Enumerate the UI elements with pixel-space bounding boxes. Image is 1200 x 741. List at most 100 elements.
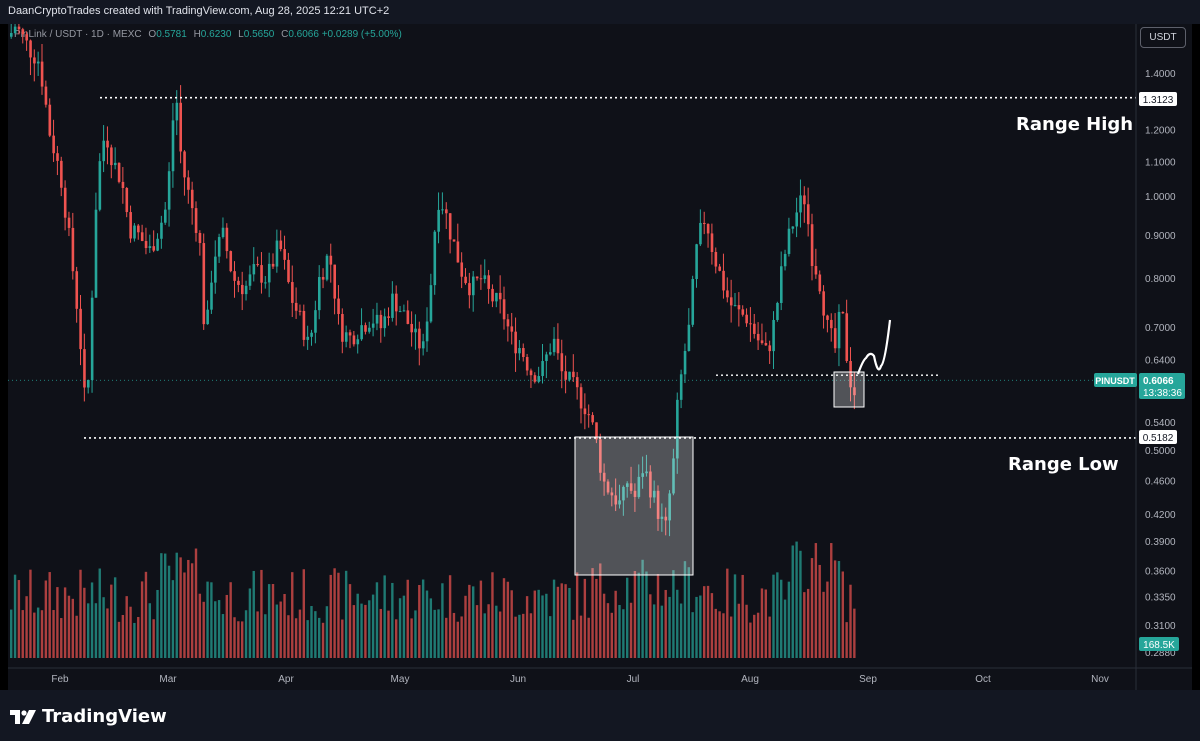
volume-bar [533,590,536,658]
volume-bar [402,595,406,658]
currency-button[interactable]: USDT [1140,27,1186,48]
candle-body [537,376,541,382]
candle-body [602,472,606,482]
y-tick-label: 1.4000 [1145,69,1176,80]
volume-bar [87,603,90,658]
volume-bar [853,608,856,658]
volume-bar [83,587,86,658]
volume-bar [799,550,802,658]
volume-bar [768,616,771,658]
candle-body [741,309,745,315]
candle-body [626,483,629,487]
volume-bar [614,590,617,658]
candle-body [849,361,852,388]
volume-bar [244,610,248,658]
volume-bar [198,593,202,658]
candle-body [94,209,98,298]
candle-body [433,231,437,286]
volume-bar [156,589,159,658]
volume-bar [260,569,263,658]
candle-body [483,275,487,280]
candle-body [464,276,467,284]
volume-bar [214,601,217,658]
volume-bar [695,596,698,658]
chart-svg[interactable]: Range High Range Low 1.40001.20001.10001… [8,24,1192,690]
candle-body [160,222,163,239]
candle-body [368,327,371,332]
candle-body [706,224,710,234]
candle-body [749,323,752,325]
y-tick-label: 0.3600 [1145,566,1176,577]
volume-bar [660,605,664,658]
candle-body [806,204,810,225]
volume-bar [810,558,814,658]
x-tick-label: Jul [627,674,640,685]
volume-bar [140,581,144,658]
volume-bar [498,611,502,658]
x-tick-label: Oct [975,674,991,685]
volume-bar [514,616,517,658]
chart-pane[interactable]: PinLink / USDT · 1D · MEXC O0.5781 H0.62… [8,24,1192,690]
volume-bar [760,588,764,658]
volume-bar [167,565,171,658]
volume-bar [479,580,483,658]
candle-body [791,226,795,229]
candle-body [348,332,352,336]
candle-body [676,399,679,459]
candle-body [36,61,40,64]
volume-bar [368,600,371,658]
volume-bar [106,608,109,658]
legend-symbol: PinLink / USDT · 1D · MEXC [14,29,142,40]
last-price-text: 0.6066 [1143,376,1174,387]
volume-bar [764,589,767,658]
volume-bar [448,575,452,658]
candle-body [564,371,567,380]
volume-bar [318,617,321,658]
candle-body [164,209,167,223]
candle-body [229,251,233,272]
volume-bar [144,571,148,658]
candle-body [583,408,587,415]
candle-body [60,160,63,188]
candle-body [502,299,506,320]
candle-body [152,246,156,251]
candle-body [321,277,325,280]
candle-body [256,264,259,266]
tradingview-logo[interactable]: TradingView [10,706,167,727]
candle-body [814,266,818,275]
volume-bar [525,596,529,658]
candle-body [233,271,236,281]
candle-body [745,314,748,324]
candle-body [783,253,787,267]
candle-body [610,492,614,496]
volume-bar [676,589,679,658]
credit-text: DaanCryptoTrades created with TradingVie… [8,5,390,17]
y-tick-label: 1.1000 [1145,157,1176,168]
volume-bar [579,615,583,658]
volume-bar [56,587,59,658]
volume-bar [706,585,710,658]
volume-bar [229,582,232,658]
volume-bar [441,583,444,658]
candle-body [733,305,737,307]
volume-bar [17,580,21,658]
candle-body [425,321,429,342]
candle-body [190,189,194,209]
y-tick-label: 0.6400 [1145,356,1176,367]
volume-bar [622,609,625,658]
candle-body [360,325,363,340]
candle-body [445,209,448,214]
candle-body [722,270,725,291]
volume-bar [726,568,729,658]
candle-body [479,278,483,280]
legend-open: 0.5781 [156,29,187,40]
candle-body [271,263,275,267]
legend-high-label: H [193,29,201,40]
candle-body [522,348,525,358]
candle-body [414,328,417,333]
candle-body [629,483,633,491]
volume-bar [125,596,128,658]
volume-bar [741,574,744,658]
candle-body [198,232,202,244]
volume-bar [710,593,714,658]
